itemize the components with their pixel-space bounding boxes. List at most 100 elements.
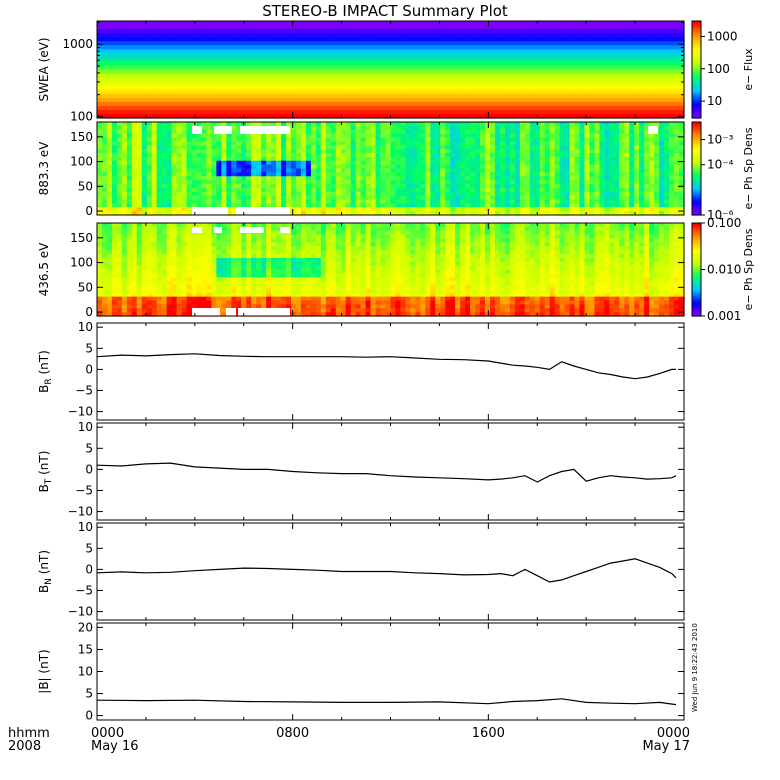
heatmap-cell — [380, 73, 387, 79]
heatmap-cell — [420, 129, 426, 135]
heatmap-cell — [116, 156, 123, 162]
heatmap-cell — [564, 49, 571, 54]
heatmap-cell — [335, 49, 342, 54]
heatmap-cell — [674, 61, 680, 67]
heatmap-cell — [146, 187, 153, 193]
heatmap-cell — [370, 77, 377, 83]
heatmap-cell — [191, 199, 198, 204]
heatmap-cell — [286, 93, 292, 99]
heatmap-cell — [261, 85, 267, 91]
heatmap-cell — [614, 77, 620, 83]
heatmap-cell — [345, 160, 352, 166]
heatmap-cell — [679, 73, 685, 79]
heatmap-cell — [216, 180, 222, 185]
heatmap-cell — [146, 25, 153, 30]
heatmap-cell — [221, 69, 227, 75]
heatmap-cell — [425, 81, 431, 87]
heatmap-cell — [310, 45, 317, 50]
heatmap-cell — [106, 29, 113, 34]
heatmap-cell — [171, 203, 178, 208]
heatmap-cell — [151, 141, 158, 146]
heatmap-cell — [415, 180, 421, 185]
heatmap-cell — [405, 160, 411, 166]
heatmap-cell — [375, 176, 382, 181]
colorbar-cell — [692, 80, 701, 84]
heatmap-cell — [161, 69, 168, 75]
heatmap-cell — [390, 85, 397, 91]
heatmap-cell — [221, 176, 227, 181]
heatmap-cell — [131, 101, 138, 107]
heatmap-cell — [514, 160, 521, 166]
heatmap-cell — [579, 29, 586, 34]
heatmap-cell — [355, 109, 362, 115]
heatmap-cell — [246, 113, 252, 119]
heatmap-cell — [345, 97, 352, 103]
heatmap-cell — [390, 187, 397, 193]
heatmap-cell — [549, 45, 556, 50]
heatmap-cell — [410, 122, 416, 127]
heatmap-cell — [425, 207, 431, 212]
heatmap-cell — [186, 168, 193, 173]
heatmap-cell — [226, 180, 232, 185]
heatmap-cell — [216, 21, 222, 26]
heatmap-cell — [310, 65, 317, 71]
heatmap-cell — [131, 65, 138, 71]
heatmap-cell — [111, 77, 118, 83]
heatmap-cell — [300, 122, 307, 127]
heatmap-cell — [191, 101, 198, 107]
heatmap-cell — [136, 105, 143, 111]
heatmap-cell — [360, 81, 367, 87]
heatmap-cell — [201, 153, 208, 158]
heatmap-cell — [305, 113, 312, 119]
heatmap-cell — [489, 145, 496, 150]
heatmap-cell — [261, 180, 267, 185]
heatmap-cell — [141, 153, 148, 158]
heatmap-cell — [186, 164, 193, 170]
heatmap-cell — [355, 199, 362, 204]
heatmap-cell — [579, 25, 586, 30]
heatmap-cell — [380, 141, 387, 146]
heatmap-cell — [196, 203, 203, 208]
heatmap-cell — [350, 53, 357, 58]
heatmap-cell — [310, 25, 317, 30]
heatmap-cell — [146, 73, 153, 79]
heatmap-cell — [370, 133, 377, 139]
heatmap-cell — [654, 105, 660, 111]
heatmap-cell — [649, 57, 655, 63]
heatmap-cell — [340, 203, 347, 208]
heatmap-cell — [166, 153, 173, 158]
heatmap-cell — [151, 133, 158, 139]
heatmap-cell — [509, 172, 516, 177]
heatmap-cell — [470, 109, 476, 115]
heatmap-cell — [106, 160, 113, 166]
heatmap-cell — [291, 137, 297, 142]
heatmap-cell — [390, 89, 397, 95]
heatmap-cell — [236, 81, 242, 87]
heatmap-cell — [355, 89, 362, 95]
heatmap-cell — [445, 37, 451, 42]
heatmap-cell — [460, 101, 466, 107]
heatmap-cell — [136, 172, 143, 177]
heatmap-cell — [266, 137, 272, 142]
heatmap-cell — [171, 49, 178, 54]
heatmap-cell — [111, 156, 118, 162]
heatmap-cell — [266, 45, 272, 50]
heatmap-cell — [430, 85, 436, 91]
heatmap-cell — [136, 184, 143, 189]
heatmap-cell — [360, 113, 367, 119]
heatmap-cell — [335, 77, 342, 83]
heatmap-cell — [286, 191, 292, 197]
heatmap-cell — [524, 97, 531, 103]
heatmap-cell — [241, 168, 247, 173]
heatmap-cell — [176, 77, 183, 83]
heatmap-cell — [440, 145, 446, 150]
heatmap-cell — [276, 105, 282, 111]
heatmap-cell — [261, 57, 267, 63]
heatmap-cell — [176, 85, 183, 91]
heatmap-cell — [639, 81, 645, 87]
heatmap-cell — [400, 168, 407, 173]
heatmap-cell — [181, 199, 188, 204]
heatmap-cell — [425, 160, 431, 166]
heatmap-cell — [420, 61, 426, 67]
heatmap-cell — [226, 97, 232, 103]
